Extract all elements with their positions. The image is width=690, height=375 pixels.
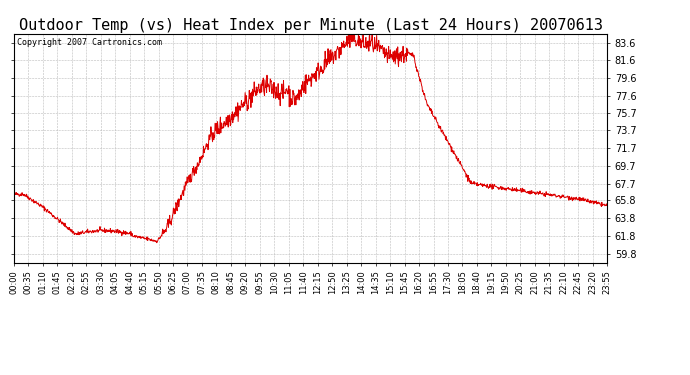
Text: Copyright 2007 Cartronics.com: Copyright 2007 Cartronics.com [17,38,161,47]
Title: Outdoor Temp (vs) Heat Index per Minute (Last 24 Hours) 20070613: Outdoor Temp (vs) Heat Index per Minute … [19,18,602,33]
